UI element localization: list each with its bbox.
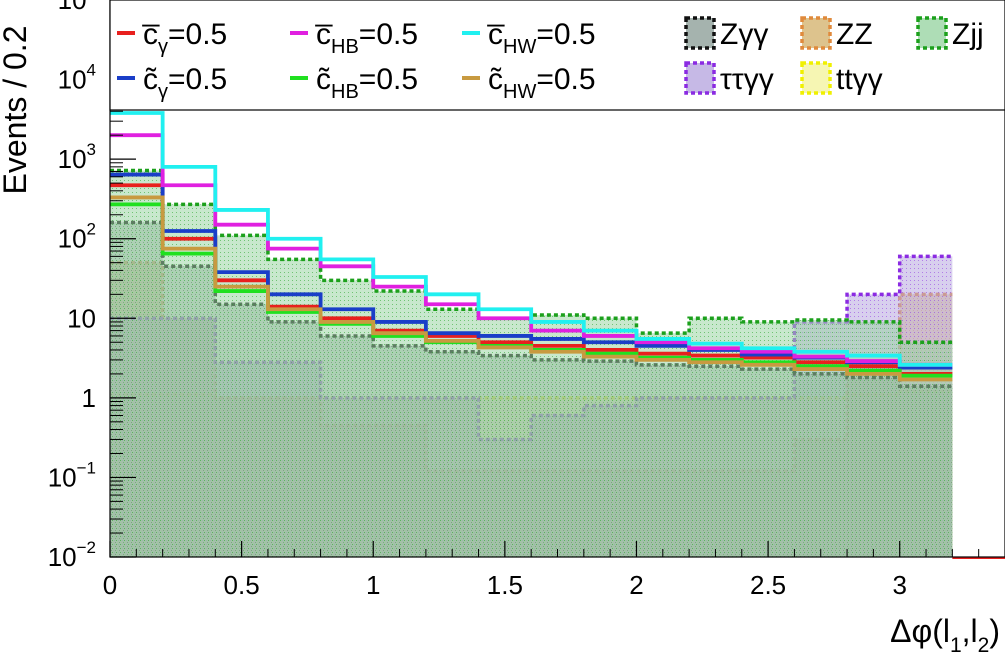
- y-tick-label: 102: [58, 220, 96, 254]
- legend-entry-tt: ttγγ: [800, 61, 883, 96]
- x-tick-label: 2: [629, 570, 643, 600]
- legend-box-swatch: [800, 61, 832, 95]
- legend-label: c̃HW=0.5: [488, 63, 596, 103]
- x-tick-label: 0.5: [224, 570, 260, 600]
- x-tick-label: 2.5: [750, 570, 786, 600]
- legend-entry-chw: c̃HW=0.5: [462, 63, 596, 103]
- signal-line-chw: [110, 111, 953, 367]
- y-tick-label: 1: [82, 383, 96, 413]
- legend-entry-zjj: Zjj: [916, 16, 984, 51]
- bkg-fill: [110, 170, 953, 557]
- legend-label: c̃HB=0.5: [316, 63, 418, 103]
- legend-entry-chb: c̅HB=0.5: [290, 18, 418, 58]
- legend-entry-c: c̅γ=0.5: [117, 18, 227, 58]
- y-axis-title: Events / 0.2: [0, 26, 33, 195]
- legend-box-swatch: [800, 16, 832, 50]
- legend-label: ttγγ: [836, 63, 883, 96]
- legend-label: Zjj: [952, 18, 984, 51]
- x-axis-title: Δφ(l1,l2): [890, 613, 1000, 657]
- x-tick-label: 0: [103, 570, 117, 600]
- x-tick-label: 1: [366, 570, 380, 600]
- legend-label: c̃γ=0.5: [143, 63, 227, 103]
- legend-box-swatch: [684, 16, 716, 50]
- legend-label: ττγγ: [720, 63, 774, 96]
- legend-box: [109, 0, 1005, 111]
- legend-box-swatch: [684, 61, 716, 95]
- signal-line-chw: [110, 195, 953, 382]
- legend-label: Zγγ: [720, 18, 768, 51]
- y-tick-label: 10−1: [48, 458, 96, 492]
- x-tick-label: 1.5: [487, 570, 523, 600]
- legend-entry-series: ττγγ: [684, 61, 774, 96]
- legend-label: c̅HW=0.5: [487, 18, 596, 58]
- legend-entry-c: c̃γ=0.5: [117, 63, 227, 103]
- y-tick-label: 105: [58, 0, 96, 15]
- y-tick-label: 104: [58, 61, 96, 95]
- axes: 0 0.5 1 1.5 2 2.5 3 10−2 10−1 1 10 102 103 104 105: [48, 0, 980, 600]
- signal-histograms: [110, 111, 1005, 559]
- x-tick-label: 3: [892, 570, 906, 600]
- legend-entry-z: Zγγ: [684, 16, 768, 51]
- y-tick-label: 10: [67, 303, 96, 333]
- y-tick-label: 10−2: [48, 538, 96, 572]
- legend: c̅γ=0.5 c̅HB=0.5 c̅HW=0.5 Zγγ ZZ Zjj c̃γ=0.5 c̃…: [109, 0, 1005, 111]
- legend-entry-zz: ZZ: [800, 16, 873, 51]
- legend-entry-chw: c̅HW=0.5: [462, 18, 596, 58]
- y-tick-label: 103: [58, 140, 96, 174]
- legend-label: ZZ: [836, 18, 873, 51]
- legend-entry-chb: c̃HB=0.5: [290, 63, 418, 103]
- background-histograms: [110, 168, 953, 557]
- legend-label: c̅γ=0.5: [142, 18, 227, 58]
- legend-label: c̅HB=0.5: [315, 18, 418, 58]
- legend-box-swatch: [916, 16, 948, 50]
